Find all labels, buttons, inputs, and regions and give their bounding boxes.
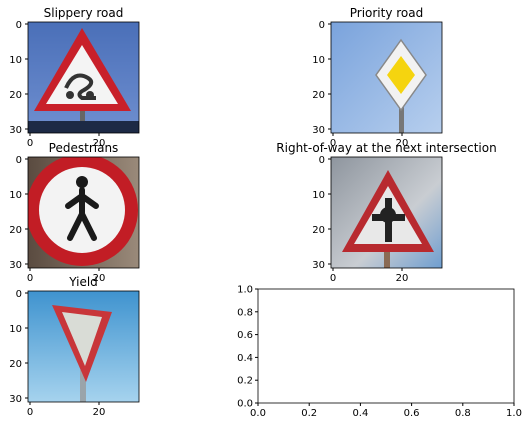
panel-slippery-road: Slippery road 0 10 20 30 0 20 — [9, 6, 140, 149]
panel-title: Slippery road — [44, 6, 124, 20]
x-tick-label: 20 — [93, 273, 106, 284]
sign-image — [28, 22, 139, 133]
sign-image — [28, 291, 139, 402]
y-ticks: 0.0 0.2 0.4 0.6 0.8 1.0 — [237, 285, 258, 410]
x-tick-label: 0.0 — [250, 408, 266, 419]
x-tick-label: 0.8 — [455, 408, 471, 419]
y-tick-label: 0.2 — [237, 376, 253, 387]
x-tick-label: 20 — [396, 273, 409, 284]
y-tick-label: 20 — [9, 90, 22, 101]
x-tick-label: 1.0 — [506, 408, 522, 419]
y-tick-label: 0.4 — [237, 353, 253, 364]
y-tick-label: 20 — [312, 90, 325, 101]
x-tick-label: 20 — [93, 407, 106, 418]
x-tick-label: 0 — [27, 138, 33, 149]
x-tick-label: 0 — [27, 407, 33, 418]
x-ticks: 0 20 — [27, 402, 106, 418]
x-tick-label: 0.2 — [301, 408, 317, 419]
y-tick-label: 10 — [9, 55, 22, 66]
y-tick-label: 10 — [312, 55, 325, 66]
panel-title: Right-of-way at the next intersection — [276, 141, 496, 155]
panel-empty-axes: 0.0 0.2 0.4 0.6 0.8 1.0 0.0 0.2 0.4 0.6 0.8 1.0 — [237, 285, 522, 420]
x-tick-label: 0 — [27, 273, 33, 284]
y-tick-label: 30 — [9, 260, 22, 271]
y-tick-label: 0.6 — [237, 330, 253, 341]
panel-title: Yield — [68, 275, 98, 289]
x-ticks: 0 20 — [27, 268, 106, 284]
y-ticks: 0 10 20 30 — [312, 155, 331, 271]
y-tick-label: 30 — [312, 125, 325, 136]
x-ticks: 0 20 — [330, 133, 409, 149]
sign-image — [331, 22, 442, 133]
panel-title: Pedestrians — [49, 141, 119, 155]
x-ticks: 0.0 0.2 0.4 0.6 0.8 1.0 — [250, 403, 522, 419]
panel-pedestrians: Pedestrians 0 10 20 30 0 20 — [9, 141, 140, 284]
y-tick-label: 0.0 — [237, 399, 253, 410]
y-tick-label: 20 — [9, 225, 22, 236]
empty-axes-frame — [257, 288, 515, 404]
y-ticks: 0 10 20 30 — [9, 155, 28, 271]
y-ticks: 0 10 20 30 — [312, 20, 331, 136]
y-ticks: 0 10 20 30 — [9, 20, 28, 136]
y-tick-label: 30 — [9, 394, 22, 405]
x-ticks: 0 20 — [330, 268, 409, 284]
x-tick-label: 0 — [330, 138, 336, 149]
panel-right-of-way: Right-of-way at the next intersection 0 … — [276, 141, 496, 284]
sign-image — [28, 157, 139, 268]
y-tick-label: 10 — [312, 190, 325, 201]
panel-title: Priority road — [350, 6, 424, 20]
y-tick-label: 10 — [9, 324, 22, 335]
y-tick-label: 0 — [16, 155, 22, 166]
panel-yield: Yield 0 10 20 30 0 20 — [9, 275, 140, 418]
x-tick-label: 0.4 — [352, 408, 368, 419]
y-tick-label: 0 — [319, 155, 325, 166]
y-tick-label: 30 — [312, 260, 325, 271]
x-tick-label: 0.6 — [404, 408, 420, 419]
y-tick-label: 1.0 — [237, 285, 253, 296]
x-tick-label: 20 — [396, 138, 409, 149]
y-ticks: 0 10 20 30 — [9, 289, 28, 405]
x-tick-label: 0 — [330, 273, 336, 284]
y-tick-label: 0 — [319, 20, 325, 31]
x-tick-label: 20 — [93, 138, 106, 149]
y-tick-label: 10 — [9, 190, 22, 201]
y-tick-label: 0.8 — [237, 307, 253, 318]
y-tick-label: 0 — [16, 289, 22, 300]
sign-image — [331, 157, 442, 268]
y-tick-label: 0 — [16, 20, 22, 31]
x-ticks: 0 20 — [27, 133, 106, 149]
panel-priority-road: Priority road 0 10 20 30 0 20 — [312, 6, 443, 149]
y-tick-label: 20 — [312, 225, 325, 236]
y-tick-label: 20 — [9, 359, 22, 370]
y-tick-label: 30 — [9, 125, 22, 136]
